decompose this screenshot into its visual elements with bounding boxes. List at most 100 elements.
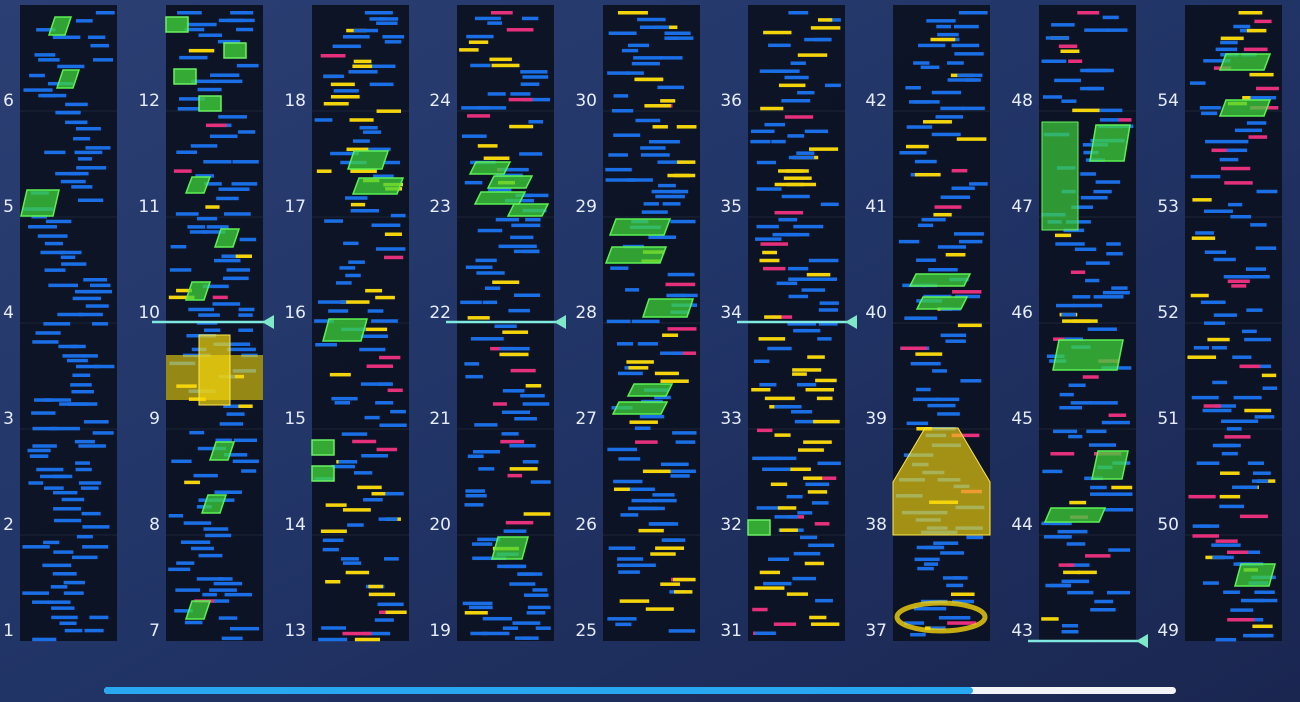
note bbox=[1220, 40, 1238, 45]
note bbox=[76, 534, 93, 539]
measure-number: 27 bbox=[575, 409, 597, 429]
note bbox=[509, 467, 538, 471]
note bbox=[320, 54, 346, 58]
note bbox=[53, 507, 82, 511]
note bbox=[209, 134, 238, 139]
note bbox=[184, 480, 200, 485]
note bbox=[1231, 284, 1247, 288]
note bbox=[520, 394, 545, 398]
note bbox=[631, 498, 652, 503]
note bbox=[763, 266, 786, 271]
note bbox=[201, 230, 226, 234]
note bbox=[514, 416, 537, 421]
tap-note bbox=[198, 95, 222, 112]
note bbox=[472, 556, 492, 561]
note bbox=[956, 137, 987, 141]
note bbox=[224, 592, 252, 597]
note bbox=[1090, 492, 1108, 496]
note bbox=[1245, 267, 1266, 271]
note bbox=[814, 522, 830, 526]
note bbox=[764, 122, 786, 127]
note bbox=[1203, 321, 1225, 325]
note bbox=[797, 90, 815, 95]
note bbox=[1077, 570, 1097, 575]
note bbox=[317, 300, 347, 304]
note bbox=[508, 308, 530, 313]
measure-number: 49 bbox=[1157, 621, 1179, 641]
note bbox=[510, 235, 534, 240]
note bbox=[758, 337, 786, 341]
note bbox=[238, 404, 253, 408]
note bbox=[1072, 319, 1098, 323]
note bbox=[783, 176, 812, 180]
note bbox=[796, 382, 817, 387]
note bbox=[626, 71, 644, 75]
note bbox=[314, 319, 334, 323]
note bbox=[801, 288, 826, 292]
slide-note bbox=[641, 298, 695, 318]
note bbox=[756, 506, 786, 510]
note bbox=[1238, 11, 1263, 15]
note bbox=[1192, 534, 1220, 538]
note bbox=[1068, 383, 1086, 388]
note bbox=[359, 347, 386, 352]
note bbox=[1068, 59, 1083, 63]
note bbox=[621, 48, 639, 53]
slide-note bbox=[1043, 507, 1107, 523]
note bbox=[755, 237, 782, 241]
slide-note bbox=[611, 401, 669, 415]
note bbox=[1221, 419, 1245, 424]
note bbox=[214, 599, 230, 603]
note bbox=[343, 241, 359, 246]
note bbox=[509, 582, 536, 586]
note bbox=[375, 247, 406, 251]
note bbox=[532, 588, 548, 592]
note bbox=[1227, 279, 1250, 284]
note bbox=[782, 467, 811, 472]
measure-number: 8 bbox=[149, 515, 160, 535]
note bbox=[176, 150, 198, 154]
note bbox=[1230, 608, 1254, 612]
note bbox=[360, 334, 388, 339]
note bbox=[1234, 128, 1251, 133]
note bbox=[1088, 443, 1116, 447]
note bbox=[363, 130, 382, 134]
note bbox=[461, 106, 491, 110]
note bbox=[803, 476, 823, 480]
measure-number: 13 bbox=[284, 621, 306, 641]
note bbox=[66, 358, 88, 363]
note bbox=[617, 342, 634, 346]
note bbox=[1090, 608, 1116, 612]
note bbox=[203, 527, 229, 531]
note bbox=[339, 266, 356, 270]
note bbox=[74, 289, 101, 294]
note bbox=[519, 152, 543, 156]
note bbox=[908, 316, 938, 320]
note bbox=[899, 151, 927, 155]
note bbox=[1077, 11, 1100, 15]
note bbox=[1215, 539, 1238, 543]
note bbox=[238, 307, 255, 312]
note bbox=[1190, 174, 1221, 179]
note bbox=[628, 366, 649, 370]
note bbox=[487, 92, 506, 96]
note bbox=[198, 313, 220, 317]
note bbox=[75, 364, 100, 369]
slide-note bbox=[908, 273, 972, 287]
note bbox=[465, 265, 493, 270]
note bbox=[614, 487, 637, 492]
slide-note bbox=[47, 16, 73, 36]
note bbox=[1108, 548, 1131, 552]
note bbox=[914, 557, 940, 562]
note bbox=[384, 557, 399, 561]
note bbox=[1215, 47, 1238, 52]
note bbox=[1086, 429, 1107, 434]
note bbox=[465, 489, 486, 493]
note bbox=[492, 280, 520, 284]
note bbox=[62, 572, 77, 576]
note bbox=[1214, 404, 1237, 408]
measure-number: 48 bbox=[1011, 91, 1033, 111]
note bbox=[784, 115, 814, 119]
note bbox=[71, 185, 93, 189]
tap-note bbox=[311, 465, 335, 482]
